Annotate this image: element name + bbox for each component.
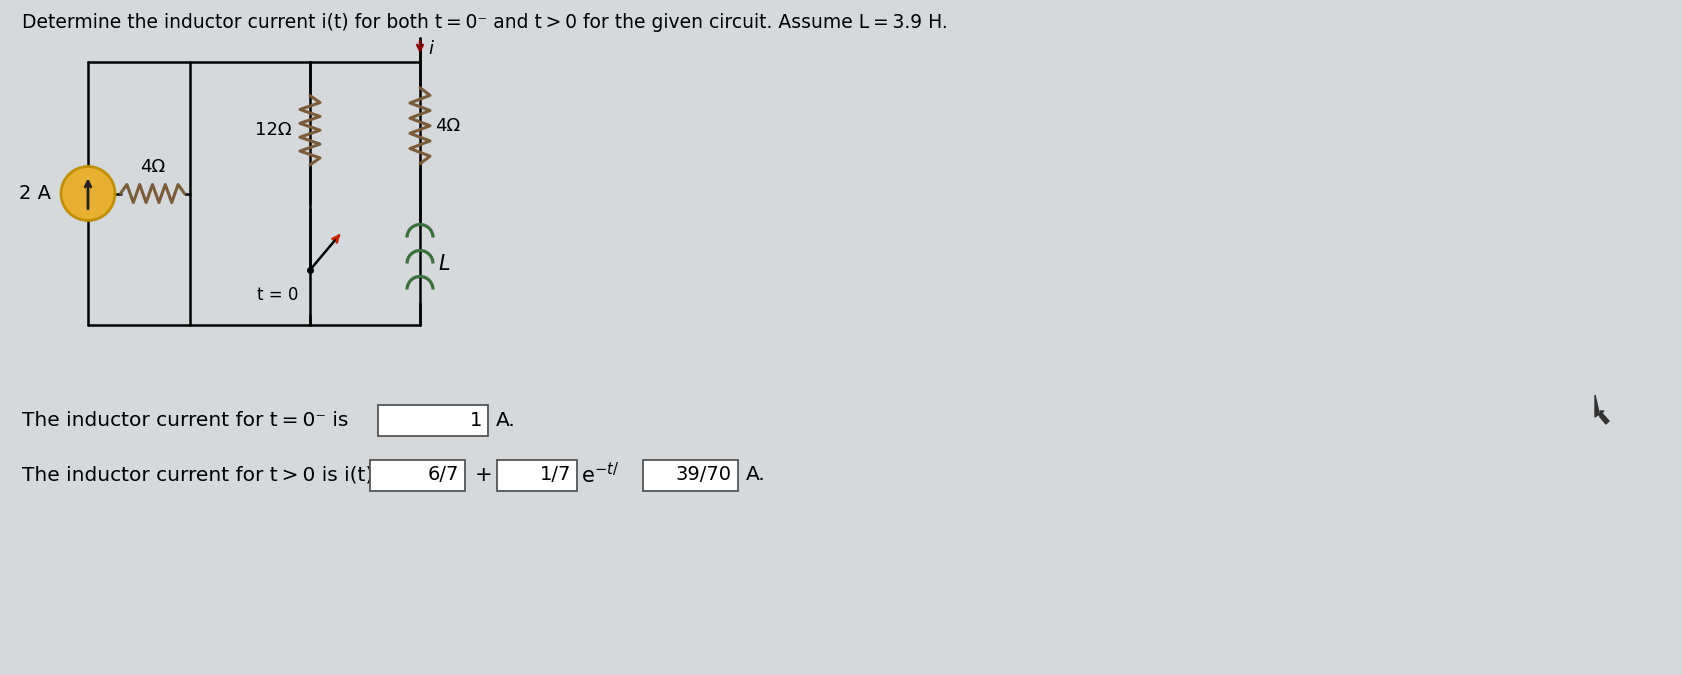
- Text: $\mathrm{e}^{-t/}$: $\mathrm{e}^{-t/}$: [580, 462, 619, 487]
- Text: L: L: [437, 254, 449, 273]
- Text: A.: A.: [745, 466, 765, 485]
- Text: 1/7: 1/7: [540, 466, 570, 485]
- Text: 6/7: 6/7: [427, 466, 459, 485]
- Text: 1: 1: [469, 410, 481, 429]
- Text: 12Ω: 12Ω: [256, 122, 291, 139]
- Text: A.: A.: [496, 410, 515, 429]
- Text: t = 0: t = 0: [256, 286, 298, 304]
- FancyBboxPatch shape: [378, 404, 488, 435]
- FancyBboxPatch shape: [643, 460, 738, 491]
- Text: 2 A: 2 A: [19, 184, 50, 203]
- FancyBboxPatch shape: [496, 460, 577, 491]
- Text: 39/70: 39/70: [676, 466, 732, 485]
- Text: i: i: [427, 40, 432, 58]
- FancyBboxPatch shape: [370, 460, 464, 491]
- Text: +: +: [474, 465, 493, 485]
- Circle shape: [61, 167, 114, 221]
- Text: 4Ω: 4Ω: [434, 117, 459, 135]
- Polygon shape: [1595, 395, 1608, 424]
- Text: Determine the inductor current i(t) for both t = 0⁻ and t > 0 for the given circ: Determine the inductor current i(t) for …: [22, 13, 947, 32]
- Text: 4Ω: 4Ω: [140, 157, 165, 176]
- Text: The inductor current for t > 0 is i(t) =: The inductor current for t > 0 is i(t) =: [22, 466, 394, 485]
- Text: The inductor current for t = 0⁻ is: The inductor current for t = 0⁻ is: [22, 410, 348, 429]
